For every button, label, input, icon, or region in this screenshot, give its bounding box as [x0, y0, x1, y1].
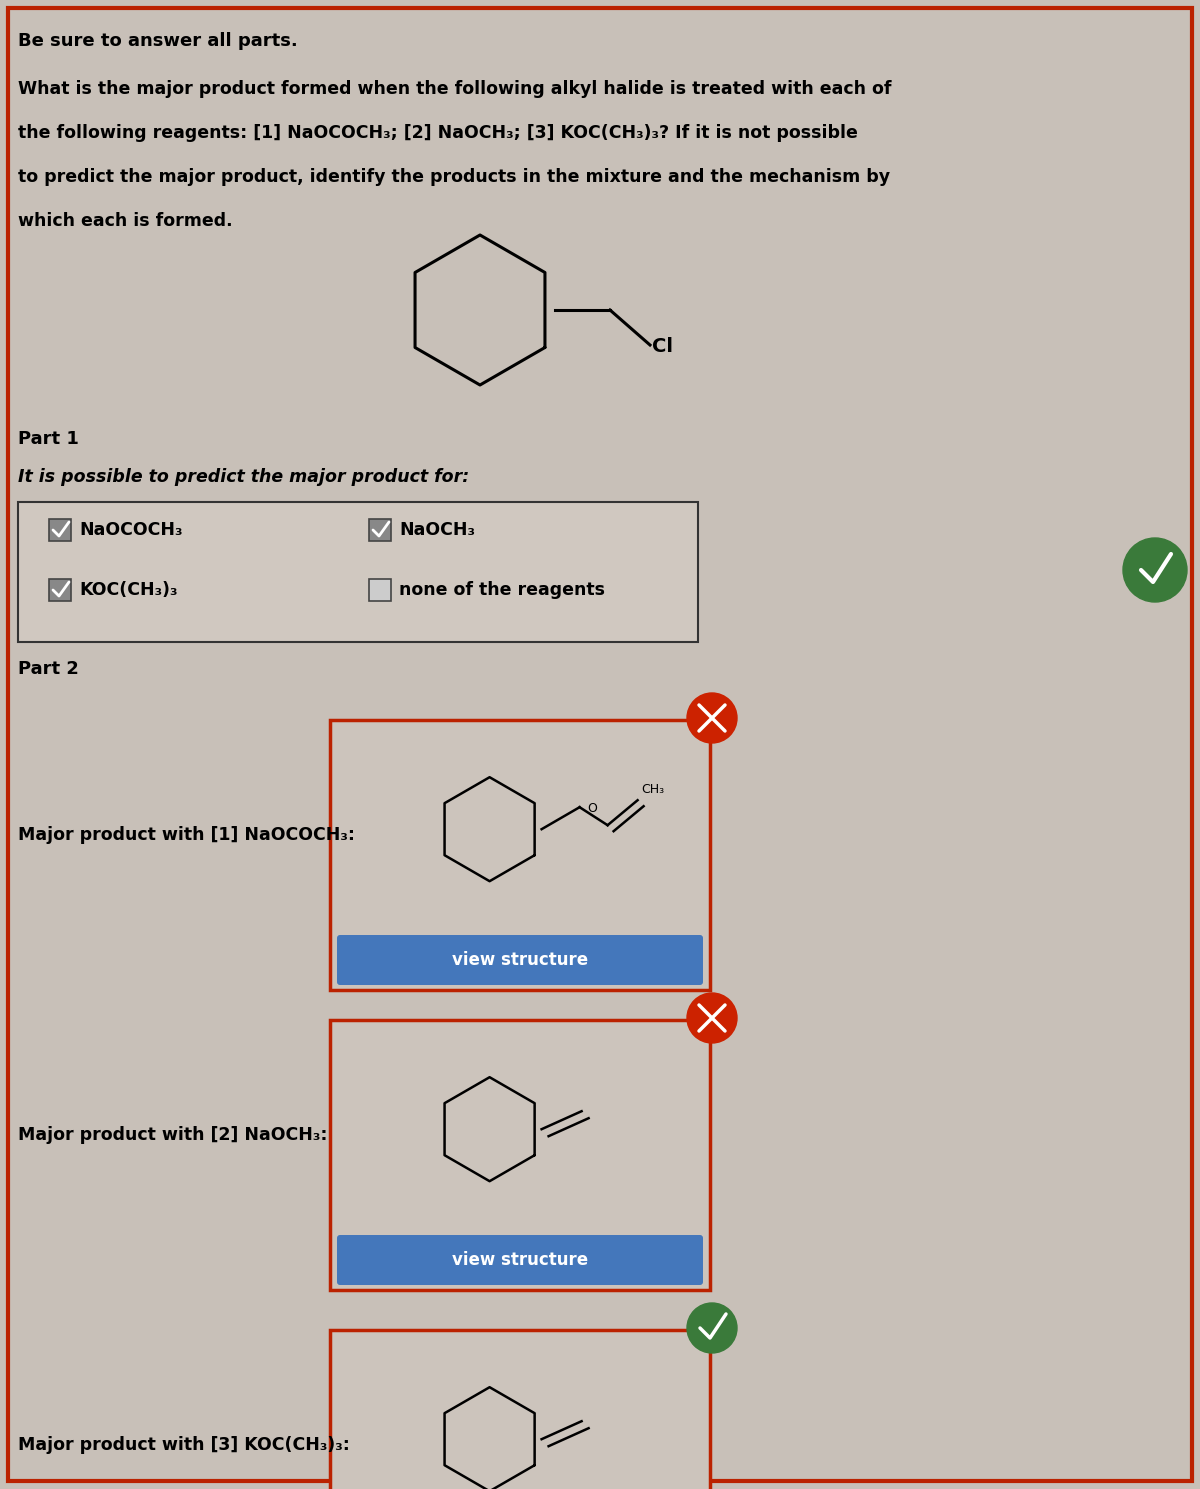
Text: Part 1: Part 1 — [18, 430, 79, 448]
Text: Major product with [2] NaOCH₃:: Major product with [2] NaOCH₃: — [18, 1126, 328, 1144]
Text: NaOCH₃: NaOCH₃ — [398, 521, 475, 539]
Circle shape — [686, 993, 737, 1042]
FancyBboxPatch shape — [8, 7, 1192, 1482]
Text: to predict the major product, identify the products in the mixture and the mecha: to predict the major product, identify t… — [18, 168, 890, 186]
FancyBboxPatch shape — [337, 935, 703, 986]
Text: CH₃: CH₃ — [642, 783, 665, 797]
Bar — [49, 579, 71, 602]
Text: Be sure to answer all parts.: Be sure to answer all parts. — [18, 31, 298, 51]
Bar — [330, 1020, 710, 1289]
Text: NaOCOCH₃: NaOCOCH₃ — [79, 521, 182, 539]
Text: which each is formed.: which each is formed. — [18, 211, 233, 229]
Text: What is the major product formed when the following alkyl halide is treated with: What is the major product formed when th… — [18, 80, 892, 98]
Text: O: O — [588, 803, 598, 814]
Text: Major product with [1] NaOCOCH₃:: Major product with [1] NaOCOCH₃: — [18, 826, 355, 844]
Bar — [330, 721, 710, 990]
Circle shape — [1123, 538, 1187, 602]
Text: KOC(CH₃)₃: KOC(CH₃)₃ — [79, 581, 178, 599]
Bar — [370, 520, 391, 541]
Text: Major product with [3] KOC(CH₃)₃:: Major product with [3] KOC(CH₃)₃: — [18, 1435, 350, 1453]
Bar — [18, 502, 698, 642]
Bar — [370, 579, 391, 602]
Text: the following reagents: [1] NaOCOCH₃; [2] NaOCH₃; [3] KOC(CH₃)₃? If it is not po: the following reagents: [1] NaOCOCH₃; [2… — [18, 124, 858, 141]
Bar — [330, 1330, 710, 1489]
Text: It is possible to predict the major product for:: It is possible to predict the major prod… — [18, 468, 469, 485]
Text: view structure: view structure — [452, 1251, 588, 1269]
Text: view structure: view structure — [452, 951, 588, 969]
Text: Cl: Cl — [652, 337, 673, 356]
FancyBboxPatch shape — [337, 1234, 703, 1285]
Circle shape — [686, 1303, 737, 1354]
Bar — [49, 520, 71, 541]
Text: Part 2: Part 2 — [18, 660, 79, 677]
Circle shape — [686, 692, 737, 743]
Text: none of the reagents: none of the reagents — [398, 581, 605, 599]
